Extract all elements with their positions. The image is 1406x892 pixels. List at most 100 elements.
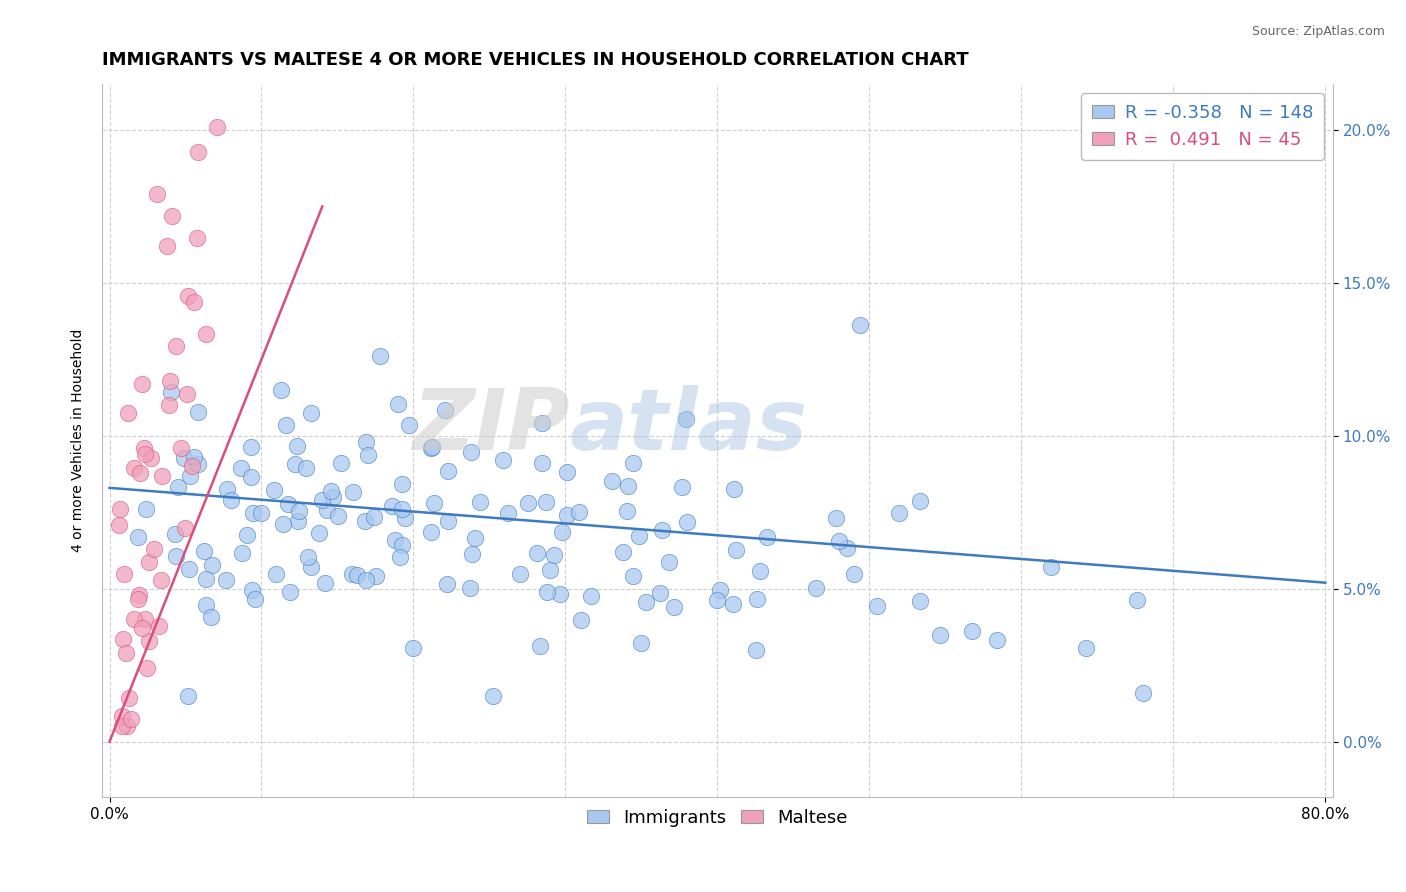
Point xyxy=(363,510,385,524)
Point xyxy=(148,619,170,633)
Point xyxy=(579,589,602,603)
Point xyxy=(509,566,531,581)
Point xyxy=(437,515,460,529)
Point xyxy=(231,546,253,560)
Point xyxy=(215,483,238,497)
Point xyxy=(266,566,288,581)
Point xyxy=(177,689,200,703)
Point xyxy=(517,496,540,510)
Point xyxy=(1126,593,1149,607)
Point xyxy=(1076,640,1098,655)
Point xyxy=(433,403,456,417)
Point xyxy=(662,599,685,614)
Point xyxy=(616,504,638,518)
Point xyxy=(436,576,458,591)
Point xyxy=(146,186,169,201)
Point xyxy=(138,634,160,648)
Point xyxy=(675,411,697,425)
Point xyxy=(201,558,224,572)
Point xyxy=(134,447,156,461)
Point xyxy=(156,239,179,253)
Point xyxy=(420,441,443,455)
Point xyxy=(287,514,309,528)
Point xyxy=(929,628,952,642)
Point xyxy=(278,584,301,599)
Point xyxy=(627,529,650,543)
Point xyxy=(651,524,673,538)
Point xyxy=(420,440,443,454)
Point xyxy=(135,501,157,516)
Point xyxy=(177,562,200,576)
Point xyxy=(749,564,772,578)
Text: IMMIGRANTS VS MALTESE 4 OR MORE VEHICLES IN HOUSEHOLD CORRELATION CHART: IMMIGRANTS VS MALTESE 4 OR MORE VEHICLES… xyxy=(101,51,969,69)
Point xyxy=(162,210,184,224)
Point xyxy=(236,528,259,542)
Point xyxy=(240,582,263,597)
Point xyxy=(354,574,377,588)
Point xyxy=(194,572,217,586)
Point xyxy=(571,613,593,627)
Point xyxy=(745,591,768,606)
Point xyxy=(179,469,201,483)
Point xyxy=(530,416,553,430)
Point xyxy=(115,719,138,733)
Point xyxy=(370,349,392,363)
Point xyxy=(150,573,173,587)
Point xyxy=(132,441,155,455)
Point xyxy=(311,492,333,507)
Point xyxy=(263,483,285,497)
Point xyxy=(342,566,364,581)
Point xyxy=(319,484,342,499)
Point xyxy=(648,585,671,599)
Point xyxy=(193,544,215,558)
Point xyxy=(398,418,420,433)
Point xyxy=(134,612,156,626)
Point xyxy=(745,643,768,657)
Point xyxy=(127,530,149,544)
Point xyxy=(219,493,242,508)
Point xyxy=(548,587,571,601)
Point xyxy=(299,406,322,420)
Point xyxy=(287,439,309,453)
Point xyxy=(308,525,330,540)
Legend: Immigrants, Maltese: Immigrants, Maltese xyxy=(581,802,855,834)
Point xyxy=(328,508,350,523)
Point xyxy=(187,457,209,471)
Point xyxy=(187,145,209,159)
Point xyxy=(316,503,339,517)
Point xyxy=(187,405,209,419)
Point xyxy=(111,719,134,733)
Point xyxy=(342,485,364,500)
Point xyxy=(131,621,153,635)
Text: atlas: atlas xyxy=(569,384,808,467)
Y-axis label: 4 or more Vehicles in Household: 4 or more Vehicles in Household xyxy=(72,329,86,552)
Point xyxy=(122,612,145,626)
Point xyxy=(621,569,644,583)
Point xyxy=(482,689,505,703)
Point xyxy=(150,468,173,483)
Point xyxy=(270,383,292,397)
Point xyxy=(461,547,484,561)
Text: ZIP: ZIP xyxy=(412,384,569,467)
Point xyxy=(837,541,859,555)
Point xyxy=(231,461,253,475)
Point xyxy=(115,646,138,660)
Point xyxy=(391,476,413,491)
Point xyxy=(464,531,486,545)
Point xyxy=(183,295,205,310)
Point xyxy=(165,339,187,353)
Point xyxy=(825,511,848,525)
Point xyxy=(142,542,165,557)
Point xyxy=(806,582,828,596)
Point xyxy=(167,480,190,494)
Point xyxy=(568,505,591,519)
Point xyxy=(384,533,406,548)
Point xyxy=(174,521,197,535)
Point xyxy=(676,515,699,529)
Point xyxy=(491,453,513,467)
Point xyxy=(301,560,323,574)
Point xyxy=(1039,559,1062,574)
Point xyxy=(388,550,411,565)
Point xyxy=(866,599,889,614)
Point xyxy=(129,466,152,480)
